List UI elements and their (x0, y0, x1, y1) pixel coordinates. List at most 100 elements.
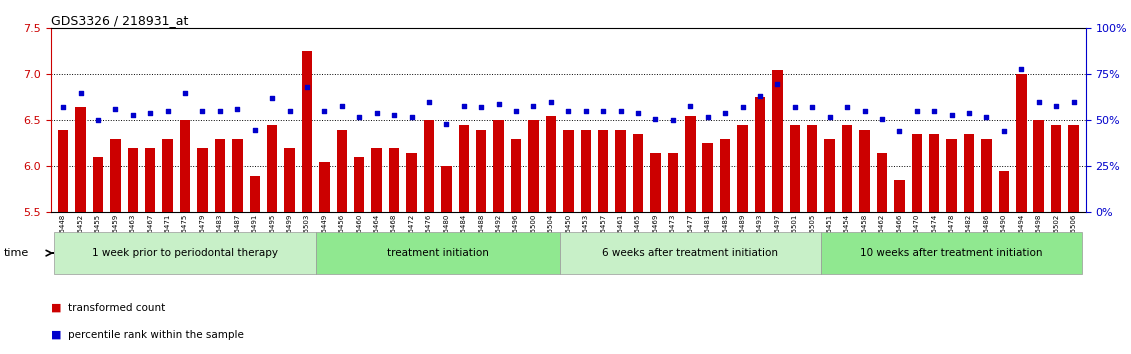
Bar (76, 107, 86, 212)
Bar (808, 125, 818, 212)
Text: percentile rank within the sample: percentile rank within the sample (68, 330, 244, 339)
Point (908, 108, 926, 114)
Bar (389, 148, 399, 212)
Point (193, 108, 211, 114)
Bar (371, 148, 382, 212)
Bar (912, 134, 922, 212)
Bar (999, 171, 1009, 212)
Point (420, 99, 438, 105)
Point (716, 110, 734, 116)
Text: ■: ■ (51, 303, 61, 313)
Point (699, 114, 717, 120)
Bar (720, 139, 731, 212)
Point (681, 103, 699, 108)
Point (89, 118, 107, 123)
Point (297, 84, 316, 90)
Point (490, 101, 508, 107)
Point (925, 108, 943, 114)
Point (368, 110, 386, 116)
Bar (458, 125, 469, 212)
Text: time: time (3, 248, 28, 258)
Point (280, 108, 299, 114)
Bar (632, 134, 644, 212)
Point (647, 116, 665, 121)
Bar (929, 134, 940, 212)
Point (54, 105, 72, 110)
Point (228, 107, 247, 112)
Text: GDS3326 / 218931_at: GDS3326 / 218931_at (51, 14, 188, 27)
Bar (110, 139, 121, 212)
Bar (267, 125, 277, 212)
Bar (1016, 74, 1027, 212)
Bar (319, 162, 329, 212)
Bar (180, 120, 190, 212)
Point (542, 99, 560, 105)
Point (855, 108, 873, 114)
Point (316, 108, 334, 114)
Bar (545, 116, 556, 212)
Bar (145, 148, 155, 212)
Bar (1034, 120, 1044, 212)
Point (942, 112, 960, 118)
Point (455, 103, 473, 108)
Point (141, 110, 159, 116)
Point (559, 108, 577, 114)
Bar (406, 153, 416, 212)
Bar (215, 139, 225, 212)
Point (577, 108, 595, 114)
Text: ■: ■ (51, 330, 61, 339)
Bar (337, 130, 347, 212)
Point (403, 114, 421, 120)
Bar (93, 157, 103, 212)
Bar (860, 130, 870, 212)
Point (838, 105, 856, 110)
Point (210, 108, 228, 114)
Point (751, 93, 769, 99)
Point (176, 90, 195, 96)
Bar (493, 120, 504, 212)
Bar (441, 166, 451, 212)
FancyBboxPatch shape (316, 233, 560, 274)
Bar (754, 97, 766, 212)
Bar (667, 153, 679, 212)
Point (71, 90, 89, 96)
Bar (982, 139, 992, 212)
Bar (58, 130, 68, 212)
Bar (895, 180, 905, 212)
Bar (250, 176, 260, 212)
Point (977, 114, 995, 120)
Point (507, 108, 525, 114)
Bar (772, 70, 783, 212)
Bar (824, 139, 835, 212)
Bar (1051, 125, 1061, 212)
Text: transformed count: transformed count (68, 303, 165, 313)
Point (123, 112, 141, 118)
Bar (424, 120, 434, 212)
Bar (163, 139, 173, 212)
Bar (615, 130, 625, 212)
Bar (947, 139, 957, 212)
Point (995, 129, 1013, 134)
Bar (511, 139, 521, 212)
Point (594, 108, 612, 114)
Bar (580, 130, 592, 212)
Bar (476, 130, 486, 212)
Bar (789, 125, 800, 212)
Bar (232, 139, 242, 212)
Bar (528, 120, 538, 212)
Bar (284, 148, 295, 212)
Bar (964, 134, 974, 212)
Point (1012, 66, 1030, 72)
Bar (841, 125, 853, 212)
Bar (128, 148, 138, 212)
Bar (598, 130, 608, 212)
Point (158, 108, 176, 114)
FancyBboxPatch shape (821, 233, 1082, 274)
Point (106, 107, 124, 112)
Text: 10 weeks after treatment initiation: 10 weeks after treatment initiation (861, 248, 1043, 258)
Point (960, 110, 978, 116)
Bar (563, 130, 573, 212)
Point (351, 114, 369, 120)
Bar (737, 125, 748, 212)
Bar (877, 153, 887, 212)
